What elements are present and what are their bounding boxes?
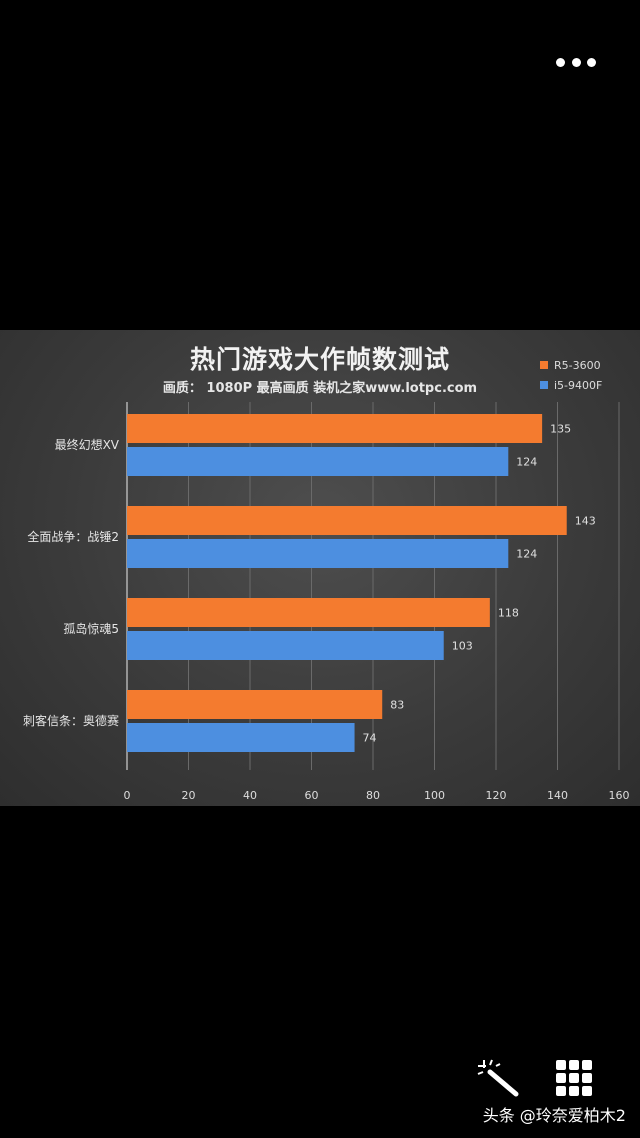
data-label: 124 [516,548,537,561]
data-label: 83 [390,699,404,712]
legend-item: i5-9400F [540,375,602,395]
bar [127,447,509,476]
bar [127,690,383,719]
chart-title: 热门游戏大作帧数测试 [189,345,450,374]
x-tick-label: 140 [547,789,568,802]
x-tick-label: 160 [609,789,630,802]
bar [127,506,567,535]
legend-label: R5-3600 [554,358,601,372]
grid-icon [569,1086,579,1096]
x-tick-label: 40 [243,789,257,802]
bar [127,631,444,660]
grid-icon [556,1073,566,1083]
grid-icon [582,1073,592,1083]
more-dot-icon [571,57,581,67]
bar [127,723,355,752]
more-dot-icon [556,57,565,67]
data-label: 118 [498,607,519,620]
grid-icon [569,1073,579,1083]
grid-icon [556,1086,566,1096]
legend-label: i5-9400F [554,378,603,392]
chart-subtitle: 画质： 1080P 最高画质 装机之家www.lotpc.com [162,381,478,396]
bottom-toolbar: 头条 @玲奈爱柏木2 [0,1040,640,1138]
more-options-button[interactable] [556,52,596,72]
category-label: 全面战争：战锤2 [27,529,119,544]
x-tick-label: 100 [424,789,445,802]
data-label: 143 [575,515,596,528]
data-label: 124 [516,456,537,469]
grid-icon [582,1086,592,1096]
legend-swatch [540,361,548,369]
watermark: 头条 @玲奈爱柏木2 [482,1106,626,1125]
category-label: 刺客信条：奥德赛 [23,713,119,728]
bar [127,414,543,443]
x-tick-label: 120 [486,789,507,802]
bar [127,598,490,627]
data-label: 74 [363,732,377,745]
magic-wand-icon [477,1059,519,1097]
category-label: 孤岛惊魂5 [63,621,119,636]
bar [127,539,509,568]
legend-item: R5-3600 [540,355,602,375]
data-label: 135 [550,423,571,436]
magic-wand-button[interactable] [476,1058,522,1098]
data-label: 103 [452,640,473,653]
x-tick-label: 60 [305,789,319,802]
legend-swatch [540,381,548,389]
category-label: 最终幻想XV [55,437,120,452]
grid-icon [569,1060,579,1070]
grid-icon [582,1060,592,1070]
chart-legend: R5-3600 i5-9400F [540,355,602,395]
x-tick-label: 20 [182,789,196,802]
grid-icon [556,1060,566,1070]
x-tick-label: 0 [124,789,131,802]
x-tick-label: 80 [366,789,380,802]
more-dot-icon [587,57,596,67]
grid-view-button[interactable] [556,1060,592,1096]
